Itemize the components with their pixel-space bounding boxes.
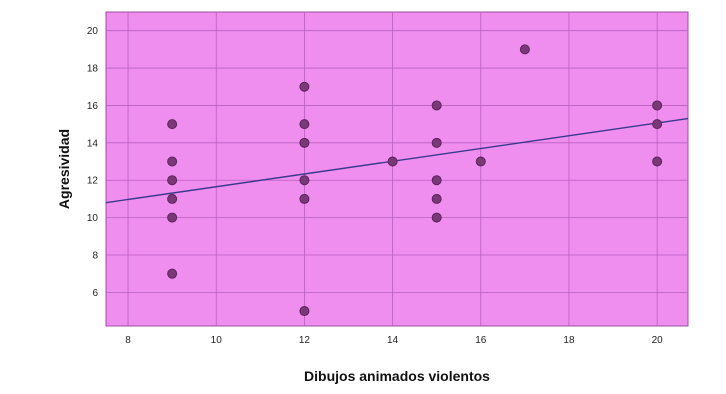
data-point (299, 306, 310, 317)
plot-area (105, 11, 689, 327)
data-point (167, 175, 178, 186)
data-point (431, 212, 442, 223)
x-tick-label: 20 (652, 335, 664, 346)
x-tick-label: 18 (563, 335, 575, 346)
data-point (299, 81, 310, 92)
data-point (167, 212, 178, 223)
x-tick-label: 8 (125, 335, 131, 346)
y-tick-label: 6 (92, 288, 98, 299)
y-tick-label: 20 (87, 26, 99, 37)
data-point (299, 193, 310, 204)
data-points (167, 44, 663, 317)
data-point (167, 268, 178, 279)
data-point (299, 175, 310, 186)
data-point (167, 156, 178, 167)
y-tick-label: 16 (87, 101, 99, 112)
data-point (431, 137, 442, 148)
data-point (519, 44, 530, 55)
x-tick-label: 14 (387, 335, 399, 346)
tick-labels: 8 10 12 14 16 18 20 6 8 10 12 14 16 18 20 (87, 26, 663, 346)
x-tick-label: 16 (475, 335, 487, 346)
grid-lines (106, 12, 688, 326)
data-point (475, 156, 486, 167)
data-point (652, 119, 663, 130)
data-point (652, 100, 663, 111)
y-axis-title: Agresividad (56, 129, 72, 209)
x-tick-label: 12 (299, 335, 311, 346)
x-axis-title: Dibujos animados violentos (304, 368, 490, 384)
data-point (167, 119, 178, 130)
data-point (431, 100, 442, 111)
y-tick-label: 18 (87, 64, 99, 75)
y-tick-label: 14 (87, 138, 99, 149)
data-point (652, 156, 663, 167)
y-tick-label: 12 (87, 176, 99, 187)
data-point (299, 119, 310, 130)
data-point (431, 175, 442, 186)
data-point (167, 193, 178, 204)
data-point (387, 156, 398, 167)
y-tick-label: 10 (87, 213, 99, 224)
data-point (431, 193, 442, 204)
x-tick-label: 10 (211, 335, 223, 346)
y-tick-label: 8 (92, 250, 98, 261)
data-point (299, 137, 310, 148)
